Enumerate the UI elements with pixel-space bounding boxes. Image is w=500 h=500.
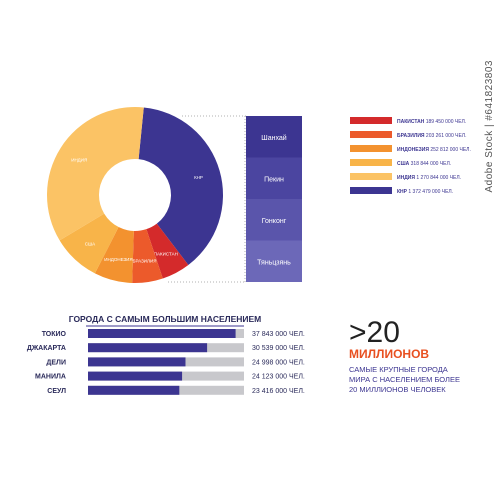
bar-value-label-манила: 24 123 000 ЧЕЛ. bbox=[252, 374, 305, 381]
breakdown-label-1: Шанхай bbox=[261, 134, 286, 142]
callout-text-line-3: 20 МИЛЛИОНОВ ЧЕЛОВЕК bbox=[349, 385, 446, 394]
legend-swatch-пакистан bbox=[350, 117, 392, 124]
breakdown-segment-2 bbox=[246, 157, 302, 199]
legend-entry-индонезия: ИНДОНЕЗИЯ 252 812 000 ЧЕЛ. bbox=[397, 147, 471, 153]
breakdown-label-2: Пекин bbox=[264, 176, 284, 183]
donut-slice-label-индия: ИНДИЯ bbox=[71, 158, 87, 163]
cities-bar-chart: ТОКИО 37 843 000 ЧЕЛ. ДЖАКАРТА 30 539 000 Ч… bbox=[27, 329, 305, 395]
callout-headline: МИЛЛИОНОВ bbox=[349, 347, 429, 361]
donut-slice-label-сша: США bbox=[85, 241, 95, 246]
breakdown-label-4: Тяньцзянь bbox=[257, 259, 291, 266]
breakdown-segment-4 bbox=[246, 240, 302, 282]
legend-swatch-сша bbox=[350, 159, 392, 166]
legend-entry-бразилия: БРАЗИЛИЯ 203 261 000 ЧЕЛ. bbox=[397, 133, 466, 139]
donut-slice-label-бразилия: БРАЗИЛИЯ bbox=[132, 258, 156, 263]
bar-category-манила: МАНИЛА bbox=[35, 374, 66, 381]
legend-entry-индия: ИНДИЯ 1 270 844 000 ЧЕЛ. bbox=[397, 175, 461, 181]
bar-value-label-джакарта: 30 539 000 ЧЕЛ. bbox=[252, 345, 305, 352]
bar-category-джакарта: ДЖАКАРТА bbox=[27, 345, 66, 352]
donut-hole bbox=[100, 160, 170, 230]
breakdown-segment-1 bbox=[246, 116, 302, 158]
donut-slice-пакистан bbox=[146, 223, 189, 279]
donut-slice-индия bbox=[46, 107, 144, 241]
callout-text-line-1: САМЫЕ КРУПНЫЕ ГОРОДА bbox=[349, 365, 448, 374]
donut-slice-бразилия bbox=[132, 229, 163, 284]
donut-slice-label-пакистан: ПАКИСТАН bbox=[154, 251, 178, 256]
stock-watermark: Adobe Stock | #641823803 bbox=[484, 60, 495, 193]
bar-value-label-токио: 37 843 000 ЧЕЛ. bbox=[252, 331, 305, 338]
callout-big-number: >20 bbox=[349, 316, 400, 349]
donut-slice-индонезия bbox=[94, 227, 134, 283]
legend-entry-пакистан: ПАКИСТАН 189 450 000 ЧЕЛ. bbox=[397, 119, 466, 125]
bar-category-токио: ТОКИО bbox=[42, 331, 67, 338]
donut-slice-сша bbox=[59, 213, 119, 274]
bar-category-сеул: СЕУЛ bbox=[47, 388, 66, 395]
donut-slice-кнр bbox=[138, 107, 224, 265]
bar-дели bbox=[88, 357, 186, 367]
breakdown-label-3: Гонконг bbox=[262, 218, 287, 225]
china-cities-breakdown: Шанхай Пекин Гонконг Тяньцзянь bbox=[168, 115, 302, 283]
legend-swatch-кнр bbox=[350, 187, 392, 194]
bar-category-дели: ДЕЛИ bbox=[46, 359, 66, 366]
legend-swatch-индонезия bbox=[350, 145, 392, 152]
bar-сеул bbox=[88, 385, 180, 395]
callout-text-line-2: МИРА С НАСЕЛЕНИЕМ БОЛЕЕ bbox=[349, 375, 460, 384]
donut-slice-label-индонезия: ИНДОНЕЗИЯ bbox=[104, 257, 132, 262]
breakdown-segment-3 bbox=[246, 199, 302, 241]
bar-токио bbox=[88, 329, 236, 338]
legend-entry-сша: США 318 844 000 ЧЕЛ. bbox=[397, 161, 451, 167]
country-legend: ПАКИСТАН 189 450 000 ЧЕЛ. БРАЗИЛИЯ 203 26… bbox=[350, 117, 471, 195]
bar-манила bbox=[88, 371, 183, 381]
bar-value-label-дели: 24 998 000 ЧЕЛ. bbox=[252, 359, 305, 366]
bar-value-label-сеул: 23 416 000 ЧЕЛ. bbox=[252, 388, 305, 395]
legend-swatch-бразилия bbox=[350, 131, 392, 138]
legend-swatch-индия bbox=[350, 173, 392, 180]
cities-bar-chart-title: ГОРОДА С САМЫМ БОЛЬШИМ НАСЕЛЕНИЕМ bbox=[69, 314, 262, 324]
bar-джакарта bbox=[88, 343, 208, 353]
callout-block: >20 МИЛЛИОНОВ САМЫЕ КРУПНЫЕ ГОРОДА МИРА … bbox=[349, 316, 460, 394]
donut-slice-label-кнр: КНР bbox=[194, 175, 203, 180]
legend-entry-кнр: КНР 1 372 479 000 ЧЕЛ. bbox=[397, 189, 453, 195]
